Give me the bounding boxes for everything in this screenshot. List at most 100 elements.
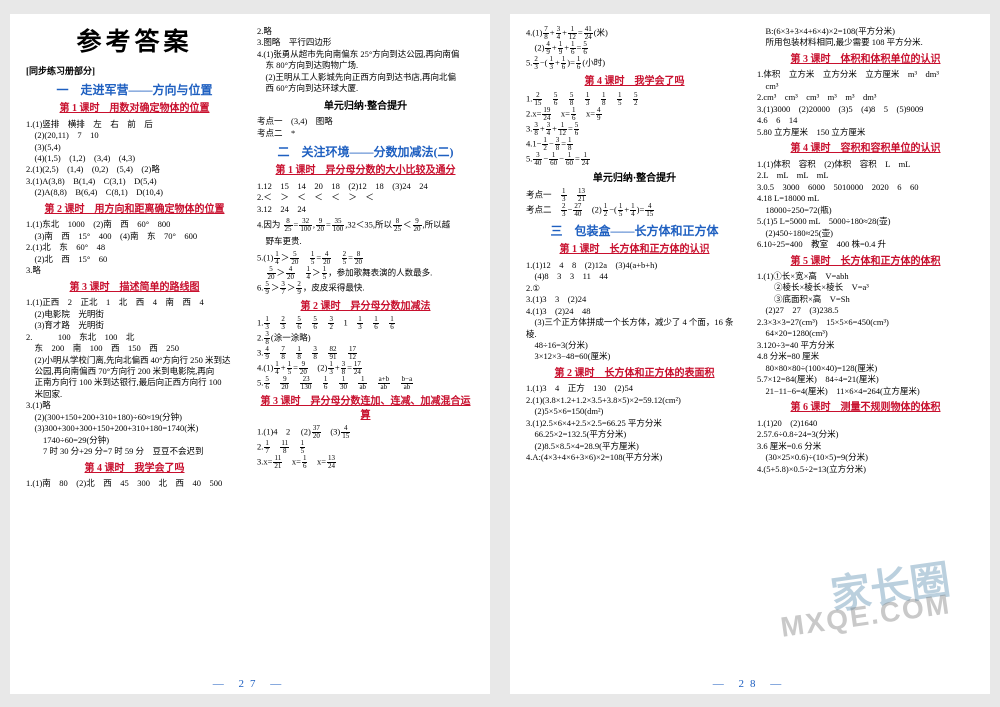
lesson-1-2: 第 2 课时 用方向和距离确定物体的位置 xyxy=(26,203,243,217)
answer-line: 1.(1)①长×宽×高 V=abh xyxy=(757,271,974,282)
answer-line: 2.(1)北 东 60° 48 xyxy=(26,242,243,253)
answer-line: 1.(1)12 4 8 (2)12a (3)4(a+b+h) xyxy=(526,260,743,271)
answer-line: cm³ xyxy=(757,81,974,92)
col-R2: B:(6×3+3×4+6×4)×2=108(平方分米) 所用包装材料相同,最少需… xyxy=(757,26,974,672)
answer-line: 1.(1)正西 2 正北 1 北 西 4 南 西 4 xyxy=(26,297,243,308)
answer-line: 1.(1)3 4 正方 130 (2)54 xyxy=(526,383,743,394)
answer-line: (2)王明从工人影城先向正西方向到达书店,再向北偏 xyxy=(257,72,474,83)
answer-line: (2)(300+150+200+310+180)÷60≈19(分钟) xyxy=(26,412,243,423)
answer-line: 1.(1)东北 1000 (2)南 西 60° 800 xyxy=(26,219,243,230)
answer-line: 3.x=1121 x=16 x=1324 xyxy=(257,455,474,470)
answer-line: (3)(5,4) xyxy=(26,142,243,153)
answer-line: (30×25×0.6)÷(10×5)=9(分米) xyxy=(757,452,974,463)
answer-line: 3.(1)3 3 (2)24 xyxy=(526,294,743,305)
answer-line: 野车更贵. xyxy=(257,236,474,247)
answer-line: 东 80°方向到达购物广场. xyxy=(257,60,474,71)
answer-line: ③底面积×高 V=Sh xyxy=(757,294,974,305)
answer-line: 6.10÷25=400 教室 400 株=0.4 升 xyxy=(757,239,974,250)
answer-line: 考点一 13 1321 xyxy=(526,188,743,203)
answer-line: B:(6×3+3×4+6×4)×2=108(平方分米) xyxy=(757,26,974,37)
answer-line: 520＞420 14＞15，参加歌舞表演的人数最多. xyxy=(257,266,474,281)
answer-line: (3)育才路 光明街 xyxy=(26,320,243,331)
answer-line: 3×12×3−48=60(厘米) xyxy=(526,351,743,362)
answer-line: 西 60°方向到达环球大厦. xyxy=(257,83,474,94)
lesson-3-1: 第 1 课时 长方体和正方体的认识 xyxy=(526,243,743,257)
answer-line: 4.1−12−38=18 xyxy=(526,137,743,152)
answer-line: 考点二 23−2740 (2)12−(15+14)=415 xyxy=(526,203,743,218)
answer-line: 2.＜ ＞ ＜ ＜ ＜ ＞ ＜ xyxy=(257,192,474,203)
section-1: 一 走进军营——方向与位置 xyxy=(26,82,243,98)
answer-line: 1.12 15 14 20 18 (2)12 18 (3)24 24 xyxy=(257,181,474,192)
answer-line: 2.3×3×3=27(cm³) 15×5×6=450(cm³) xyxy=(757,317,974,328)
lesson-1-4: 第 4 课时 我学会了吗 xyxy=(26,462,243,476)
page-number-right: — 28 — xyxy=(510,678,990,690)
answer-line: 4.8 分米=80 厘米 xyxy=(757,351,974,362)
answer-line: 21−11−6=4(厘米) 11×6×4=264(立方厘米) xyxy=(757,386,974,397)
lesson-2-4: 第 4 课时 我学会了吗 xyxy=(526,75,743,89)
answer-line: (2)小明从学校门离,先向北偏西 40°方向行 250 米到达 xyxy=(26,355,243,366)
lesson-1-3: 第 3 课时 描述简单的路线图 xyxy=(26,281,243,295)
answer-line: 66.25×2=132.5(平方分米) xyxy=(526,429,743,440)
main-title: 参考答案 xyxy=(26,26,243,60)
answer-line: 3.图略 平行四边形 xyxy=(257,37,474,48)
lesson-3-3: 第 3 课时 体积和体积单位的认识 xyxy=(757,53,974,67)
answer-line: 4.(1)78+34+112=4124(米) xyxy=(526,26,743,41)
answer-line: (3)南 西 15° 400 (4)南 东 70° 600 xyxy=(26,231,243,242)
answer-line: 7 时 30 分+29 分=7 时 59 分 豆豆不会迟到 xyxy=(26,446,243,457)
lesson-2-1: 第 1 课时 异分母分数的大小比较及通分 xyxy=(257,164,474,178)
answer-line: (3)三个正方体拼成一个长方体，减少了 4 个面，16 条棱. xyxy=(526,317,743,340)
answer-line: 1.215 56 58 13 18 15 52 xyxy=(526,92,743,107)
subtitle: [同步练习册部分] xyxy=(26,65,243,77)
answer-line: 4.(5+5.8)×0.5÷2=13(立方分米) xyxy=(757,464,974,475)
answer-line: 3.49 78 18 38 8291 1712 xyxy=(257,346,474,361)
lesson-3-2: 第 2 课时 长方体和正方体的表面积 xyxy=(526,367,743,381)
answer-line: 1.(1)南 80 (2)北 西 45 300 北 西 40 500 xyxy=(26,478,243,489)
answer-line: 2.cm³ cm³ cm³ m³ m³ dm³ xyxy=(757,92,974,103)
answer-line: 5.(1)5 L=5000 mL 5000÷180≈28(壶) xyxy=(757,216,974,227)
answer-line: (4)8 3 3 11 44 xyxy=(526,271,743,282)
answer-line: 5.7×12=84(厘米) 84÷4=21(厘米) xyxy=(757,374,974,385)
page-left: 参考答案 [同步练习册部分] 一 走进军营——方向与位置 第 1 课时 用数对确… xyxy=(10,14,490,694)
answer-line: 考点一 (3,4) 图略 xyxy=(257,116,474,127)
answer-line: 3.38+34+112=56 xyxy=(526,122,743,137)
answer-line: 2.略 xyxy=(257,26,474,37)
col-L2: 2.略3.图略 平行四边形4.(1)张勇从超市先向南偏东 25°方向到达公园,再… xyxy=(257,26,474,672)
answer-line: 2.17 118 15 xyxy=(257,440,474,455)
answer-line: 6.59＞37＞29，皮皮采得最快. xyxy=(257,281,474,296)
answer-line: 1740÷60=29(分钟) xyxy=(26,435,243,446)
answer-line: 5.23−(13+16)=16(小时) xyxy=(526,56,743,71)
page-right: 4.(1)78+34+112=4124(米) (2)49+19+16=565.2… xyxy=(510,14,990,694)
col-L1: 参考答案 [同步练习册部分] 一 走进军营——方向与位置 第 1 课时 用数对确… xyxy=(26,26,243,672)
answer-line: 东 200 南 100 西 150 西 250 xyxy=(26,343,243,354)
answer-line: (2)电影院 光明街 xyxy=(26,309,243,320)
lesson-2-3: 第 3 课时 异分母分数连加、连减、加减混合运算 xyxy=(257,395,474,422)
answer-line: 4.A:(4×3+4×6+3×6)×2=108(平方分米) xyxy=(526,452,743,463)
answer-line: 2.38(涂一涂略) xyxy=(257,331,474,346)
answer-line: ②棱长×棱长×棱长 V=a³ xyxy=(757,282,974,293)
answer-line: 80×80×80÷(100×40)=128(厘米) xyxy=(757,363,974,374)
unit-summary-1: 单元归纳·整合提升 xyxy=(257,100,474,114)
section-3: 三 包装盒——长方体和正方体 xyxy=(526,223,743,239)
answer-line: 4.6 6 14 xyxy=(757,115,974,126)
answer-line: 考点二 * xyxy=(257,128,474,139)
answer-line: 4.(1)张勇从超市先向南偏东 25°方向到达公园,再向南偏 xyxy=(257,49,474,60)
answer-line: (2)8.5×8.5×4=28.9(平方厘米) xyxy=(526,441,743,452)
lesson-3-6: 第 6 课时 测量不规则物体的体积 xyxy=(757,401,974,415)
answer-line: 1.(1)20 (2)1640 xyxy=(757,418,974,429)
answer-line: 3.(1)3000 (2)20000 (3)5 (4)8 5 (5)9009 xyxy=(757,104,974,115)
answer-line: (2)49+19+16=56 xyxy=(526,41,743,56)
answer-line: 2.x=1924 x=16 x=49 xyxy=(526,107,743,122)
answer-line: 正南方向行 100 米到达银行,最后向正西方向行 100 xyxy=(26,377,243,388)
answer-line: 3.(1)略 xyxy=(26,400,243,411)
answer-line: 3.(1)A(3,8) B(1,4) C(3,1) D(5,4) xyxy=(26,176,243,187)
lesson-2-2: 第 2 课时 异分母分数加减法 xyxy=(257,300,474,314)
answer-line: 48÷16=3(分米) xyxy=(526,340,743,351)
answer-line: (2)A(8,8) B(6,4) C(8,1) D(10,4) xyxy=(26,187,243,198)
answer-line: 2.(1)(2,5) (1,4) (0,2) (5,4) (2)略 xyxy=(26,164,243,175)
answer-line: 18000÷250=72(瓶) xyxy=(757,205,974,216)
lesson-1-1: 第 1 课时 用数对确定物体的位置 xyxy=(26,102,243,116)
lesson-3-5: 第 5 课时 长方体和正方体的体积 xyxy=(757,255,974,269)
answer-line: 公园,再向南偏西 70°方向行 200 米到电影院,再向 xyxy=(26,366,243,377)
answer-line: (2)27 27 (3)238.5 xyxy=(757,305,974,316)
answer-line: (2)(20,11) 7 10 xyxy=(26,130,243,141)
